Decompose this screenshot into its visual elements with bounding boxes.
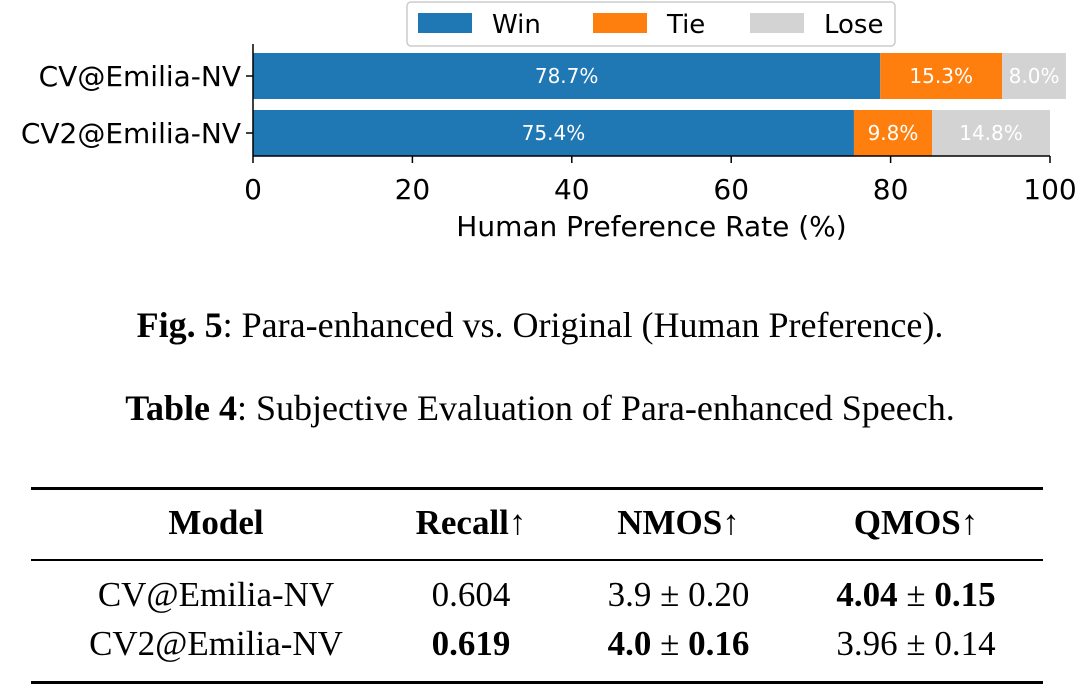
- x-tick-label: 40: [554, 173, 590, 206]
- cell-recall: 0.604: [431, 575, 511, 614]
- x-tick-label: 20: [395, 173, 431, 206]
- table-row: CV@Emilia-NV 0.604 3.9 ± 0.20 4.04 ± 0.1…: [31, 575, 1043, 619]
- bar-tie: [853, 110, 933, 156]
- table-top-rule: [31, 487, 1043, 490]
- chart-bars: 78.7% 15.3% 8.0% 75.4% 9.8% 14.8%: [253, 53, 1066, 156]
- legend-swatch-tie: [593, 13, 647, 33]
- nmos-std: 0.16: [688, 624, 750, 663]
- bar-win: [253, 110, 854, 156]
- preference-chart: Win Tie Lose 78.7% 15.3% 8.0%75.4% 9.8% 14.8% …: [21, 1, 1077, 243]
- pm-symbol: ±: [660, 575, 680, 614]
- table-bottom-rule: [31, 681, 1043, 684]
- bar-label: 78.7%: [535, 64, 599, 88]
- bar-label: 8.0%: [1009, 64, 1060, 88]
- legend-box: [406, 1, 896, 47]
- nmos-mean: 3.9: [607, 575, 652, 614]
- bar-lose: [932, 110, 1050, 156]
- chart-legend: Win Tie Lose: [406, 1, 896, 47]
- pm-symbol: ±: [906, 624, 926, 663]
- header-nmos: NMOS↑: [617, 503, 740, 542]
- bar-label: 75.4%: [522, 121, 586, 145]
- legend-swatch-lose: [750, 13, 804, 33]
- table-number: Table 4: [125, 388, 237, 428]
- header-qmos: QMOS↑: [853, 503, 979, 542]
- cell-qmos: 4.04 ± 0.15: [791, 575, 1041, 615]
- figure-caption-text: Para-enhanced vs. Original (Human Prefer…: [241, 305, 944, 345]
- table-caption-text: Subjective Evaluation of Para-enhanced S…: [256, 388, 955, 428]
- legend-label: Lose: [824, 10, 883, 40]
- qmos-mean: 4.04: [836, 575, 898, 614]
- pm-symbol: ±: [906, 575, 926, 614]
- bar-lose: [1002, 53, 1066, 99]
- figure-number: Fig. 5: [136, 305, 223, 345]
- x-tick-label: 0: [244, 173, 262, 206]
- legend-swatch-win: [418, 13, 472, 33]
- qmos-mean: 3.96: [836, 624, 898, 663]
- table-caption: Table 4: Subjective Evaluation of Para-e…: [125, 388, 955, 428]
- cell-nmos: 4.0 ± 0.16: [561, 624, 796, 664]
- header-model: Model: [168, 503, 264, 542]
- chart-axes: CV@Emilia-NV CV2@Emilia-NV0 20 40 60 80 100 Hum…: [21, 44, 1077, 243]
- cell-model: CV@Emilia-NV: [97, 575, 335, 614]
- pm-symbol: ±: [660, 624, 680, 663]
- x-axis-label: Human Preference Rate (%): [456, 210, 846, 243]
- cell-qmos: 3.96 ± 0.14: [791, 624, 1041, 664]
- bar-label: 14.8%: [959, 121, 1023, 145]
- y-tick-label: CV@Emilia-NV: [39, 60, 241, 93]
- table-mid-rule: [31, 559, 1043, 561]
- qmos-std: 0.14: [934, 624, 996, 663]
- cell-model: CV2@Emilia-NV: [89, 624, 343, 663]
- nmos-mean: 4.0: [607, 624, 652, 663]
- bar-label: 9.8%: [868, 121, 919, 145]
- bar-tie: [880, 53, 1003, 99]
- qmos-std: 0.15: [934, 575, 996, 614]
- legend-label: Win: [492, 10, 541, 40]
- cell-recall: 0.619: [431, 624, 511, 663]
- bar-label: 15.3%: [909, 64, 973, 88]
- header-recall: Recall↑: [415, 503, 527, 542]
- x-tick-label: 100: [1023, 173, 1076, 206]
- table-header-row: Model Recall↑ NMOS↑ QMOS↑: [31, 503, 1043, 547]
- cell-nmos: 3.9 ± 0.20: [561, 575, 796, 615]
- x-tick-label: 80: [873, 173, 909, 206]
- y-tick-label: CV2@Emilia-NV: [21, 117, 241, 150]
- figure-caption: Fig. 5: Para-enhanced vs. Original (Huma…: [136, 305, 944, 345]
- legend-label: Tie: [666, 10, 705, 40]
- nmos-std: 0.20: [688, 575, 750, 614]
- table-row: CV2@Emilia-NV 0.619 4.0 ± 0.16 3.96 ± 0.…: [31, 624, 1043, 668]
- x-tick-label: 60: [713, 173, 749, 206]
- bar-win: [253, 53, 881, 99]
